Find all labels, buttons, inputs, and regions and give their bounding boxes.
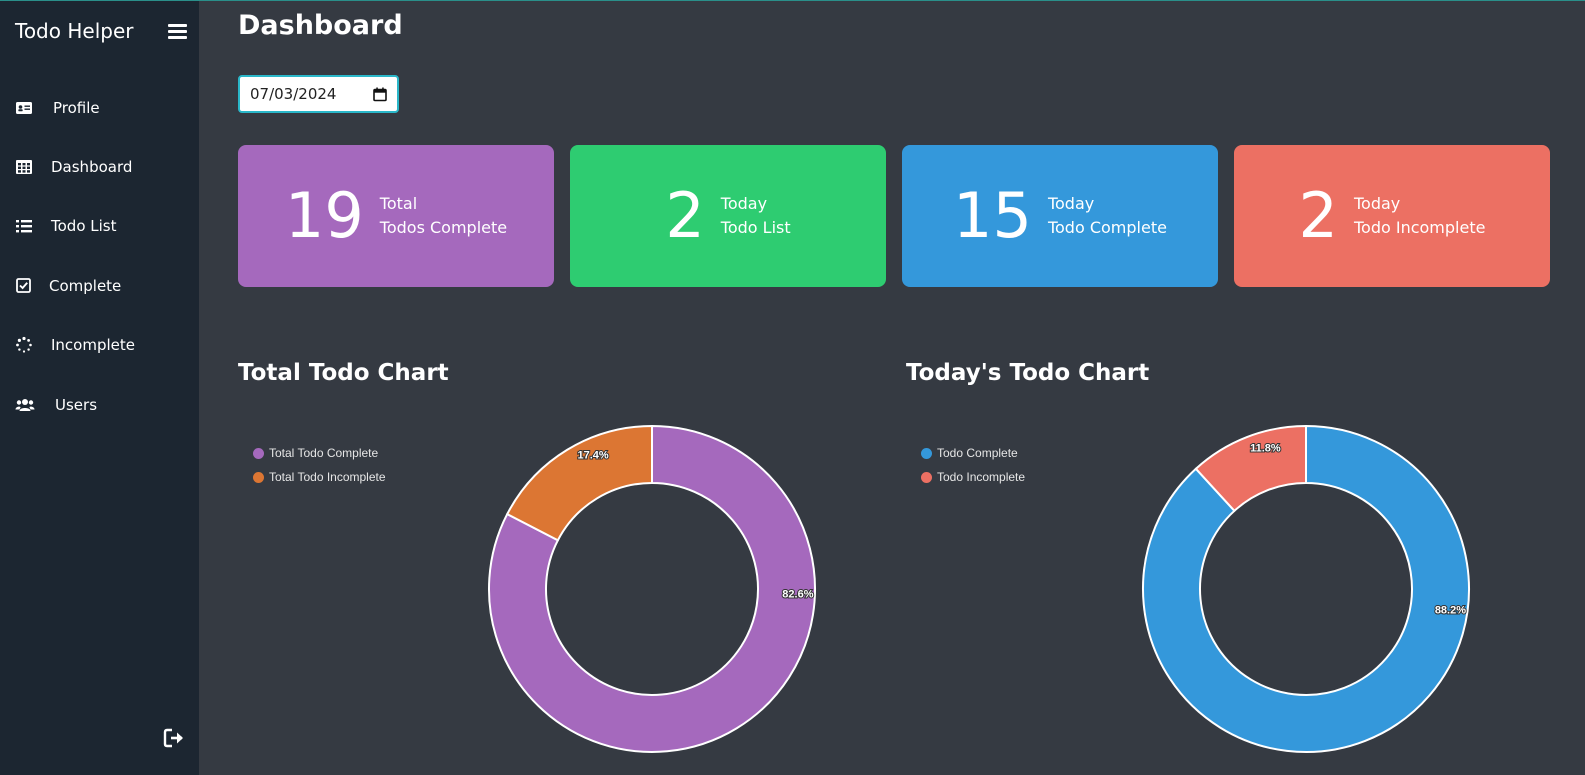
legend-item-total-complete[interactable]: Total Todo Complete xyxy=(253,441,386,465)
stat-card-today-list: 2 Today Todo List xyxy=(570,145,886,287)
donut-chart-today: 88.2% 11.8% xyxy=(1142,424,1470,753)
slice-value-label: 17.4% xyxy=(577,449,608,461)
users-icon xyxy=(15,399,35,411)
legend-swatch xyxy=(921,447,932,459)
spinner-icon xyxy=(16,336,32,353)
stat-label-line1: Today xyxy=(1047,194,1095,213)
sidebar-item-profile[interactable]: Profile xyxy=(0,88,199,128)
legend-swatch xyxy=(253,471,264,483)
date-input[interactable]: 07/03/2024 xyxy=(238,75,399,113)
list-icon xyxy=(16,220,32,233)
sidebar-item-dashboard[interactable]: Dashboard xyxy=(0,147,199,187)
legend-item-todo-incomplete[interactable]: Todo Incomplete xyxy=(921,465,1025,489)
stat-label-line1: Total xyxy=(379,194,418,213)
legend-label: Total Todo Complete xyxy=(269,446,379,460)
sidebar-item-incomplete[interactable]: Incomplete xyxy=(0,325,199,365)
legend-item-total-incomplete[interactable]: Total Todo Incomplete xyxy=(253,465,386,489)
calendar-icon[interactable] xyxy=(373,87,387,102)
brand-title: Todo Helper xyxy=(15,19,134,43)
stat-number: 2 xyxy=(1298,179,1338,252)
legend-swatch xyxy=(253,447,264,459)
check-square-icon xyxy=(16,278,31,293)
stat-card-total-complete: 19 Total Todos Complete xyxy=(238,145,554,287)
legend-label: Todo Incomplete xyxy=(937,470,1026,484)
sidebar-item-label: Profile xyxy=(53,99,100,117)
legend-item-todo-complete[interactable]: Todo Complete xyxy=(921,441,1025,465)
chart-legend-today: Todo Complete Todo Incomplete xyxy=(921,441,1025,489)
stat-label-line2: Todo List xyxy=(720,218,791,237)
table-grid-icon xyxy=(16,160,32,174)
sidebar-item-label: Incomplete xyxy=(51,336,135,354)
chart-title-total: Total Todo Chart xyxy=(238,360,449,386)
sign-out-icon[interactable] xyxy=(163,727,187,749)
page-title: Dashboard xyxy=(238,10,403,41)
sidebar-item-label: Todo List xyxy=(51,217,117,235)
sidebar: Todo Helper Profile D xyxy=(0,1,199,775)
slice-value-label: 82.6% xyxy=(782,588,813,600)
slice-value-label: 11.8% xyxy=(1250,443,1281,455)
donut-chart-total: 82.6% 17.4% xyxy=(488,424,816,753)
stat-card-today-complete: 15 Today Todo Complete xyxy=(902,145,1218,287)
chart-legend-total: Total Todo Complete Total Todo Incomplet… xyxy=(253,441,386,489)
stat-number: 15 xyxy=(953,179,1032,252)
stat-label-line2: Todos Complete xyxy=(379,218,508,237)
stat-label-line2: Todo Complete xyxy=(1047,218,1167,237)
sidebar-item-label: Complete xyxy=(49,277,122,295)
sidebar-item-label: Dashboard xyxy=(51,158,133,176)
donut-slice[interactable] xyxy=(488,424,816,753)
sidebar-item-complete[interactable]: Complete xyxy=(0,266,199,306)
donut-slice[interactable] xyxy=(1142,424,1470,753)
stat-label-line1: Today xyxy=(1353,194,1401,213)
id-card-icon xyxy=(16,102,32,114)
sidebar-item-users[interactable]: Users xyxy=(0,385,199,425)
legend-label: Total Todo Incomplete xyxy=(269,470,386,484)
legend-label: Todo Complete xyxy=(937,446,1018,460)
stat-number: 19 xyxy=(284,179,364,252)
legend-swatch xyxy=(921,471,932,483)
donut-slice[interactable] xyxy=(505,424,653,542)
slice-value-label: 88.2% xyxy=(1435,604,1466,616)
stat-number: 2 xyxy=(665,179,705,252)
hamburger-menu-icon[interactable] xyxy=(168,24,187,40)
sidebar-item-todo-list[interactable]: Todo List xyxy=(0,206,199,246)
chart-title-today: Today's Todo Chart xyxy=(906,360,1150,386)
stat-label-line1: Today xyxy=(720,194,768,213)
donut-slice[interactable] xyxy=(1194,424,1307,513)
sidebar-item-label: Users xyxy=(55,396,98,414)
stat-card-today-incomplete: 2 Today Todo Incomplete xyxy=(1234,145,1550,287)
stat-label-line2: Todo Incomplete xyxy=(1353,218,1486,237)
date-value: 07/03/2024 xyxy=(250,85,337,103)
